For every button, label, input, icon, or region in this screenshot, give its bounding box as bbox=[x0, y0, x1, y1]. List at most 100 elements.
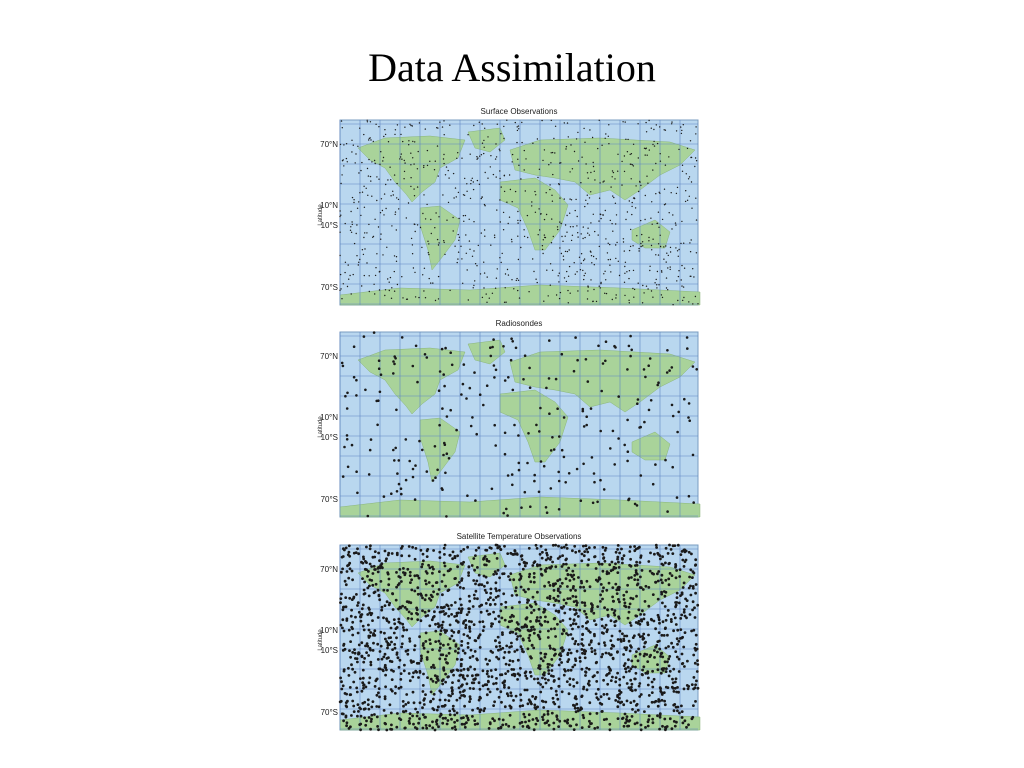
observation bbox=[450, 629, 454, 632]
observation bbox=[528, 386, 532, 389]
observation bbox=[410, 588, 414, 592]
observation bbox=[457, 191, 460, 194]
observation bbox=[600, 710, 604, 713]
observation bbox=[452, 230, 454, 232]
observation bbox=[355, 657, 359, 660]
observation bbox=[461, 258, 463, 260]
observation bbox=[665, 371, 669, 374]
observation bbox=[444, 253, 446, 256]
observation bbox=[582, 716, 586, 720]
observation bbox=[376, 423, 379, 427]
observation bbox=[620, 556, 624, 560]
observation bbox=[440, 623, 444, 627]
observation bbox=[586, 194, 588, 196]
observation bbox=[574, 695, 577, 698]
observation bbox=[585, 423, 588, 427]
observation bbox=[457, 233, 459, 236]
observation bbox=[665, 725, 669, 728]
observation bbox=[544, 506, 548, 509]
observation bbox=[556, 697, 560, 701]
observation bbox=[543, 300, 545, 302]
observation bbox=[607, 259, 609, 261]
observation bbox=[572, 226, 574, 228]
observation bbox=[584, 544, 588, 548]
observation bbox=[663, 605, 667, 608]
observation bbox=[358, 261, 360, 263]
observation bbox=[691, 570, 695, 573]
observation bbox=[581, 632, 585, 636]
observation bbox=[550, 152, 552, 154]
observation bbox=[500, 133, 502, 135]
observation bbox=[369, 727, 372, 731]
observation bbox=[352, 680, 356, 684]
observation bbox=[521, 567, 525, 571]
observation bbox=[449, 289, 451, 292]
observation bbox=[581, 651, 584, 655]
observation bbox=[685, 599, 689, 602]
observation bbox=[687, 416, 690, 419]
observation bbox=[592, 161, 594, 164]
observation bbox=[381, 209, 384, 212]
observation bbox=[516, 141, 518, 144]
observation bbox=[343, 692, 347, 695]
observation bbox=[347, 576, 351, 580]
observation bbox=[669, 266, 671, 268]
observation bbox=[341, 712, 345, 716]
observation bbox=[469, 424, 473, 428]
observation bbox=[574, 209, 576, 212]
observation bbox=[677, 639, 681, 643]
observation bbox=[637, 684, 641, 688]
observation bbox=[371, 619, 374, 622]
observation bbox=[528, 700, 532, 703]
observation bbox=[355, 470, 358, 473]
observation bbox=[685, 190, 687, 192]
observation bbox=[659, 192, 661, 194]
observation bbox=[529, 620, 532, 623]
observation bbox=[453, 720, 456, 724]
observation bbox=[477, 681, 481, 685]
observation bbox=[652, 296, 654, 298]
observation bbox=[631, 201, 633, 204]
observation bbox=[341, 364, 345, 368]
observation bbox=[414, 230, 416, 233]
observation bbox=[398, 208, 400, 210]
observation bbox=[413, 648, 416, 652]
observation bbox=[497, 727, 500, 730]
observation bbox=[663, 594, 667, 598]
observation bbox=[601, 545, 605, 549]
observation bbox=[453, 725, 457, 729]
observation bbox=[440, 580, 444, 583]
observation bbox=[563, 122, 565, 124]
observation bbox=[339, 601, 342, 604]
observation bbox=[554, 599, 557, 602]
observation bbox=[451, 557, 454, 561]
observation bbox=[358, 201, 360, 203]
observation bbox=[421, 713, 425, 716]
observation bbox=[376, 616, 380, 619]
observation bbox=[569, 588, 573, 592]
observation bbox=[342, 668, 346, 671]
observation bbox=[552, 596, 556, 600]
observation bbox=[624, 261, 627, 263]
observation bbox=[437, 175, 439, 177]
observation bbox=[546, 269, 548, 271]
observation bbox=[664, 458, 667, 462]
observation bbox=[612, 599, 615, 603]
observation bbox=[630, 645, 633, 649]
observation bbox=[661, 296, 664, 299]
observation bbox=[562, 259, 565, 261]
observation bbox=[687, 723, 690, 727]
observation bbox=[620, 700, 624, 704]
observation bbox=[642, 617, 646, 621]
observation bbox=[410, 164, 412, 166]
observation bbox=[540, 556, 544, 560]
observation bbox=[401, 604, 404, 608]
observation bbox=[580, 559, 584, 563]
observation bbox=[377, 399, 380, 402]
observation bbox=[551, 194, 553, 196]
observation bbox=[580, 707, 583, 711]
observation bbox=[666, 349, 669, 352]
observation bbox=[468, 630, 472, 633]
observation bbox=[519, 585, 523, 589]
observation bbox=[644, 640, 647, 644]
